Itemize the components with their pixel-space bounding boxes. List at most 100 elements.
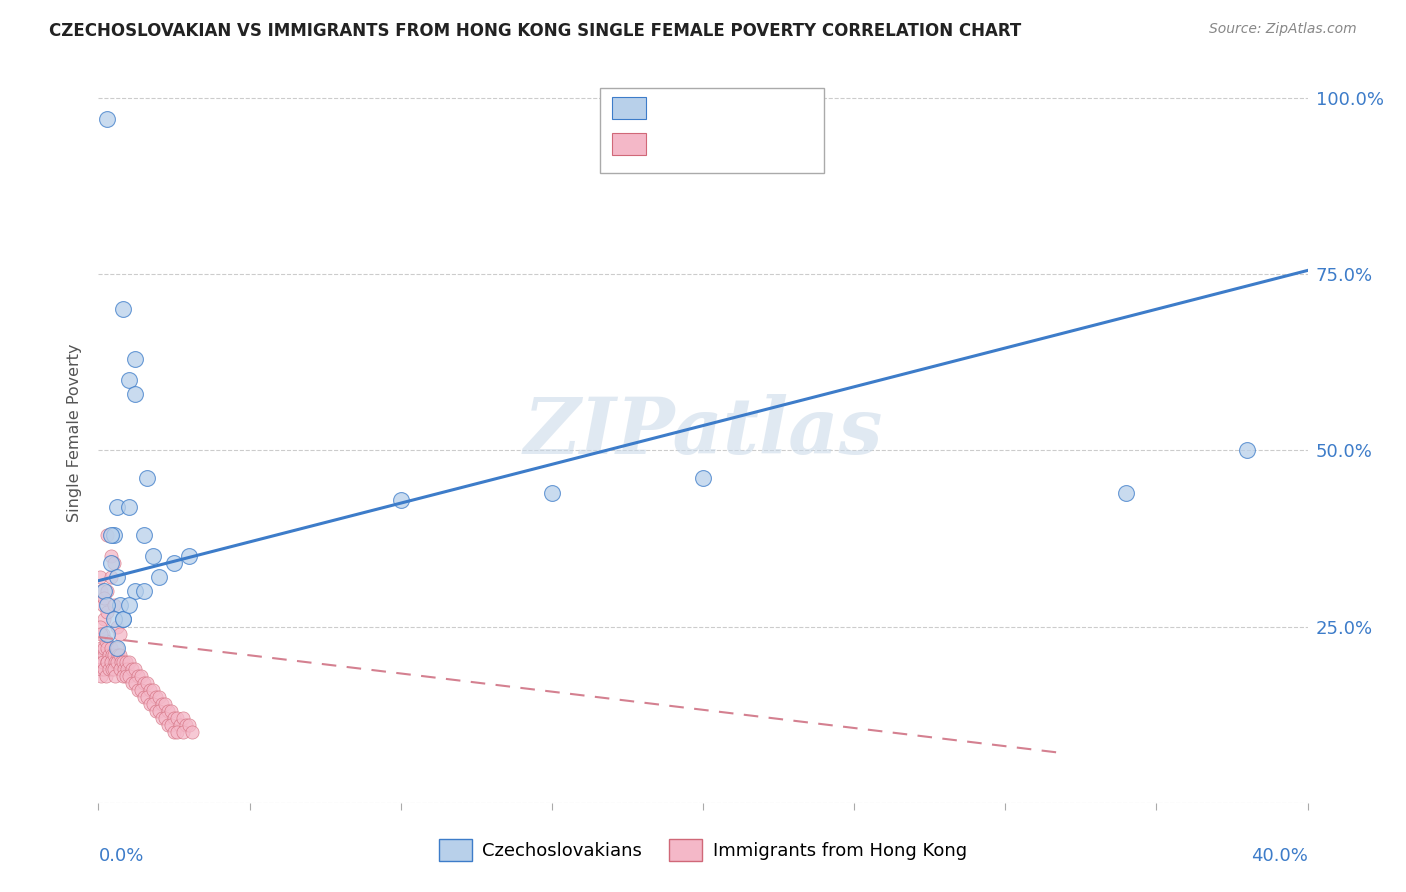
Point (90, 626, 112, 640)
Point (111, 612, 134, 626)
Text: R =  0.330  N = 33: R = 0.330 N = 33 (655, 99, 820, 118)
Point (148, 570, 170, 584)
Point (139, 683, 162, 698)
Point (93, 591, 115, 606)
Point (103, 556, 125, 570)
Point (692, 471, 714, 485)
Point (148, 704, 170, 718)
Point (89, 655, 111, 669)
Point (103, 648, 125, 662)
Point (96, 112, 118, 126)
Text: ZIPatlas: ZIPatlas (523, 394, 883, 471)
Point (96, 655, 118, 669)
Point (101, 662, 124, 676)
Point (135, 471, 157, 485)
Text: R = -0.338  N = 96: R = -0.338 N = 96 (655, 135, 820, 153)
Point (93, 640, 115, 655)
Point (129, 669, 152, 683)
Text: 96: 96 (758, 135, 782, 153)
Point (150, 711, 173, 725)
Point (91, 626, 114, 640)
FancyBboxPatch shape (600, 88, 824, 173)
Point (124, 584, 146, 599)
Point (181, 725, 204, 739)
Point (145, 690, 167, 704)
Point (96, 655, 118, 669)
Point (163, 725, 186, 739)
Point (94, 669, 117, 683)
Point (108, 599, 131, 613)
Point (179, 718, 201, 732)
Point (105, 619, 128, 633)
Point (104, 655, 127, 669)
Point (172, 725, 194, 739)
Point (121, 676, 143, 690)
Point (105, 500, 128, 514)
Point (118, 669, 141, 683)
Point (127, 683, 149, 698)
Point (93, 662, 115, 676)
Point (127, 669, 149, 683)
Point (96, 599, 118, 613)
Point (153, 711, 176, 725)
Point (100, 528, 122, 542)
Point (150, 697, 173, 711)
Point (132, 528, 155, 542)
Point (129, 683, 152, 698)
Point (93, 584, 115, 599)
Point (163, 556, 186, 570)
Point (103, 599, 125, 613)
Point (115, 662, 138, 676)
Point (118, 500, 141, 514)
Point (142, 697, 165, 711)
Point (124, 387, 146, 401)
Y-axis label: Single Female Poverty: Single Female Poverty (67, 343, 83, 522)
Point (1236, 443, 1258, 458)
Point (98, 648, 121, 662)
Point (389, 492, 412, 507)
Point (90, 640, 112, 655)
Point (108, 662, 131, 676)
Text: 0.330: 0.330 (685, 99, 740, 118)
Point (118, 655, 141, 669)
Point (96, 626, 118, 640)
Point (153, 697, 176, 711)
Point (166, 725, 188, 739)
Point (135, 676, 157, 690)
Point (91, 655, 114, 669)
Text: CZECHOSLOVAKIAN VS IMMIGRANTS FROM HONG KONG SINGLE FEMALE POVERTY CORRELATION C: CZECHOSLOVAKIAN VS IMMIGRANTS FROM HONG … (49, 22, 1022, 40)
Point (132, 584, 155, 599)
Point (94, 633, 117, 648)
Point (93, 612, 115, 626)
Point (105, 640, 128, 655)
Point (100, 640, 122, 655)
Point (90, 662, 112, 676)
Point (105, 655, 128, 669)
Text: Source: ZipAtlas.com: Source: ZipAtlas.com (1209, 22, 1357, 37)
Point (179, 549, 201, 563)
Point (156, 704, 179, 718)
Point (96, 584, 118, 599)
Point (114, 669, 136, 683)
Point (107, 648, 129, 662)
Point (103, 612, 125, 626)
Point (96, 606, 118, 620)
Point (108, 626, 131, 640)
Point (145, 704, 167, 718)
Point (110, 655, 132, 669)
Point (118, 373, 141, 387)
Point (163, 711, 186, 725)
Point (112, 662, 135, 676)
Text: 0.0%: 0.0% (98, 847, 143, 865)
Point (148, 690, 170, 704)
Bar (613, 133, 647, 155)
Legend: Czechoslovakians, Immigrants from Hong Kong: Czechoslovakians, Immigrants from Hong K… (432, 831, 974, 868)
Point (105, 640, 128, 655)
Point (100, 556, 122, 570)
Point (101, 648, 124, 662)
Point (111, 669, 134, 683)
Point (96, 528, 118, 542)
Point (111, 302, 134, 317)
Text: -0.338: -0.338 (679, 135, 741, 153)
Point (93, 648, 115, 662)
